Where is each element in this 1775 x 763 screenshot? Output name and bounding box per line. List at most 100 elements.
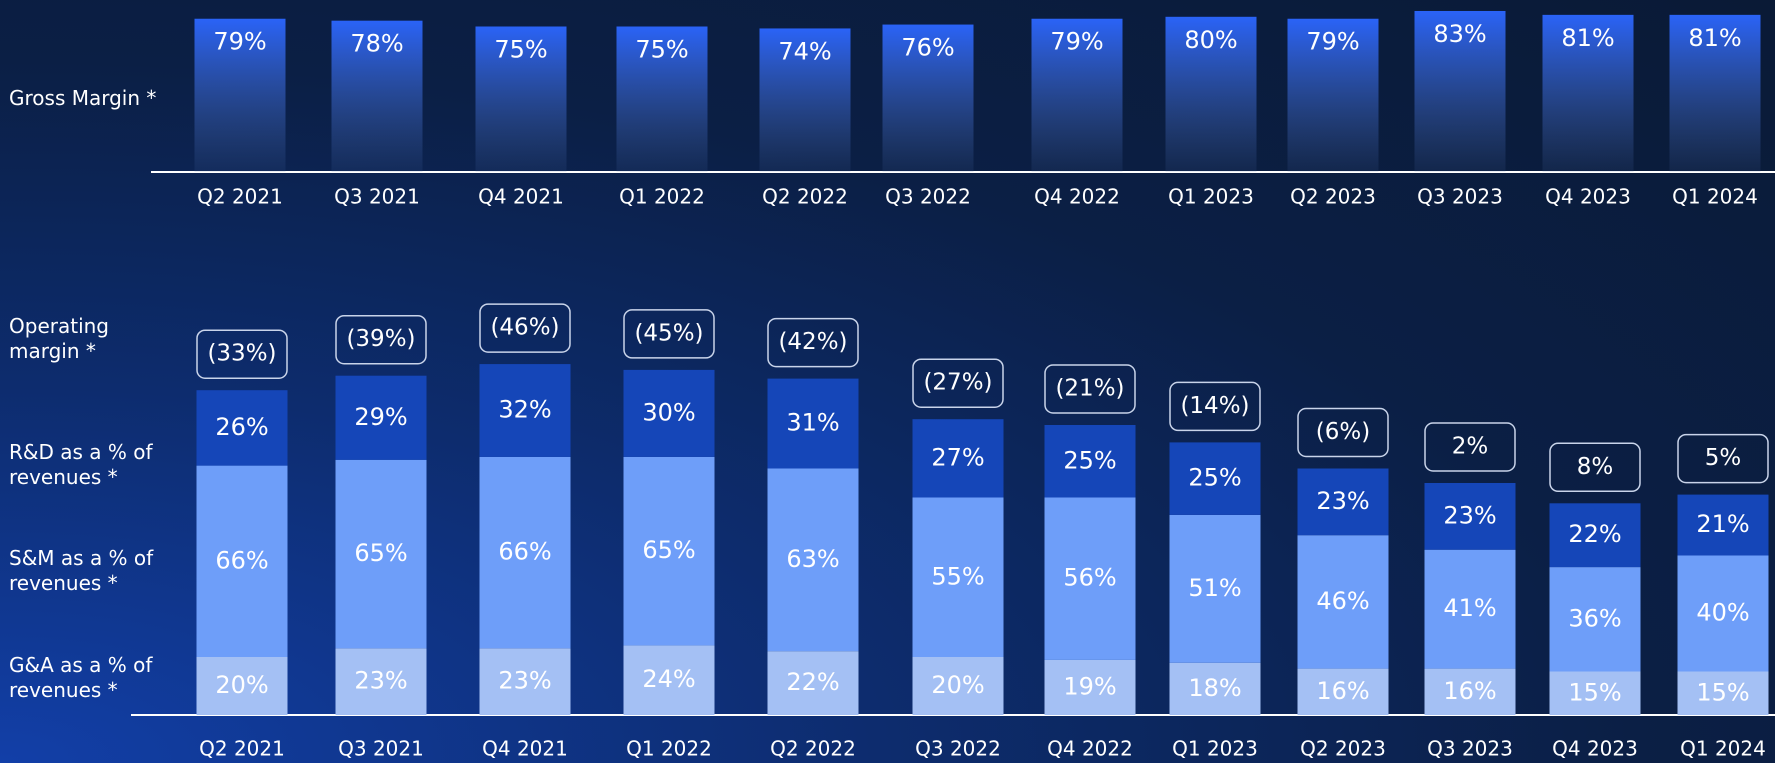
- x-tick-label: Q2 2022: [770, 737, 856, 761]
- data-label: 22%: [786, 668, 839, 696]
- x-tick-label: Q1 2023: [1168, 185, 1254, 209]
- x-tick-label: Q2 2023: [1300, 737, 1386, 761]
- data-label: 26%: [215, 413, 268, 441]
- data-label: 79%: [1306, 28, 1359, 56]
- data-label: 75%: [635, 36, 688, 64]
- data-label: 23%: [498, 667, 551, 695]
- bar-segment: [912, 497, 1004, 657]
- bar-segment: [1677, 494, 1769, 556]
- data-label: 24%: [642, 665, 695, 693]
- bar-segment: [1297, 468, 1389, 536]
- bar: [882, 24, 974, 173]
- data-label: 80%: [1184, 26, 1237, 54]
- margin-label: (21%): [1055, 376, 1124, 402]
- bar-segment: [1169, 514, 1261, 663]
- bar-segment: [767, 468, 859, 652]
- margin-label: (6%): [1316, 419, 1370, 445]
- bar: [194, 18, 286, 172]
- row-label: S&M as a % of revenues *: [9, 546, 154, 595]
- data-label: 23%: [354, 667, 407, 695]
- data-label: 30%: [642, 398, 695, 426]
- data-label: 56%: [1063, 564, 1116, 592]
- data-label: 83%: [1433, 20, 1486, 48]
- bar: [1414, 10, 1506, 173]
- bar: [331, 20, 423, 173]
- margin-box: [1677, 433, 1769, 484]
- x-tick-label: Q1 2022: [619, 185, 705, 209]
- bar-segment: [1044, 497, 1136, 660]
- bar-segment: [1297, 535, 1389, 669]
- margin-box: [196, 329, 288, 379]
- margin-label: 8%: [1577, 454, 1614, 480]
- data-label: 41%: [1443, 594, 1496, 622]
- bar: [1031, 18, 1123, 172]
- data-label: 66%: [498, 538, 551, 566]
- margin-label: (42%): [778, 329, 847, 355]
- bar-segment: [196, 657, 288, 715]
- bar-segment: [623, 645, 715, 715]
- bar: [759, 28, 851, 172]
- x-tick-label: Q1 2024: [1680, 737, 1766, 761]
- margin-label: (45%): [634, 320, 703, 346]
- margin-box: [1044, 364, 1136, 414]
- margin-label: 2%: [1452, 434, 1489, 460]
- margin-label: (39%): [346, 326, 415, 352]
- margin-box: [335, 314, 427, 365]
- data-label: 27%: [931, 443, 984, 471]
- bar-segment: [479, 648, 571, 715]
- bar-segment: [335, 459, 427, 649]
- data-label: 36%: [1568, 604, 1621, 632]
- x-tick-label: Q2 2021: [197, 185, 283, 209]
- row-label: R&D as a % of revenues *: [9, 440, 153, 489]
- x-tick-label: Q2 2022: [762, 185, 848, 209]
- bar: [475, 26, 567, 172]
- data-label: 23%: [1443, 501, 1496, 529]
- bar-segment: [623, 456, 715, 646]
- bar-segment: [1677, 555, 1769, 672]
- bar-segment: [1297, 668, 1389, 715]
- x-tick-label: Q2 2021: [199, 737, 285, 761]
- data-label: 25%: [1063, 446, 1116, 474]
- bar: [1165, 16, 1257, 172]
- x-tick-label: Q1 2024: [1672, 185, 1758, 209]
- bar: [616, 26, 708, 172]
- data-label: 16%: [1443, 677, 1496, 705]
- bar-segment: [623, 369, 715, 457]
- data-label: 22%: [1568, 520, 1621, 548]
- bar-segment: [1677, 671, 1769, 715]
- x-tick-label: Q3 2021: [334, 185, 420, 209]
- data-label: 51%: [1188, 574, 1241, 602]
- margin-box: [912, 358, 1004, 408]
- margin-box: [479, 303, 571, 353]
- row-label: G&A as a % of revenues *: [9, 653, 153, 702]
- data-label: 46%: [1316, 587, 1369, 615]
- bar-segment: [1424, 549, 1516, 669]
- data-label: 19%: [1063, 672, 1116, 700]
- data-label: 79%: [1050, 28, 1103, 56]
- bar-segment: [1044, 425, 1136, 498]
- x-tick-label: Q1 2022: [626, 737, 712, 761]
- data-label: 25%: [1188, 464, 1241, 492]
- data-label: 65%: [642, 536, 695, 564]
- row-label: Gross Margin *: [9, 86, 157, 110]
- bar: [1287, 18, 1379, 172]
- bar-segment: [767, 651, 859, 715]
- margin-box: [1297, 407, 1389, 458]
- x-tick-label: Q3 2022: [915, 737, 1001, 761]
- data-label: 81%: [1688, 24, 1741, 52]
- bar-segment: [912, 419, 1004, 498]
- bar: [1669, 14, 1761, 172]
- bar-segment: [1424, 668, 1516, 715]
- data-label: 20%: [215, 671, 268, 699]
- row-label: Operating margin *: [9, 314, 109, 363]
- x-tick-label: Q4 2023: [1545, 185, 1631, 209]
- margin-label: 5%: [1705, 445, 1742, 471]
- margin-box: [767, 317, 859, 368]
- bar-segment: [335, 648, 427, 715]
- data-label: 65%: [354, 539, 407, 567]
- data-label: 16%: [1316, 677, 1369, 705]
- bar-segment: [196, 390, 288, 466]
- data-label: 63%: [786, 545, 839, 573]
- bar-segment: [1169, 442, 1261, 515]
